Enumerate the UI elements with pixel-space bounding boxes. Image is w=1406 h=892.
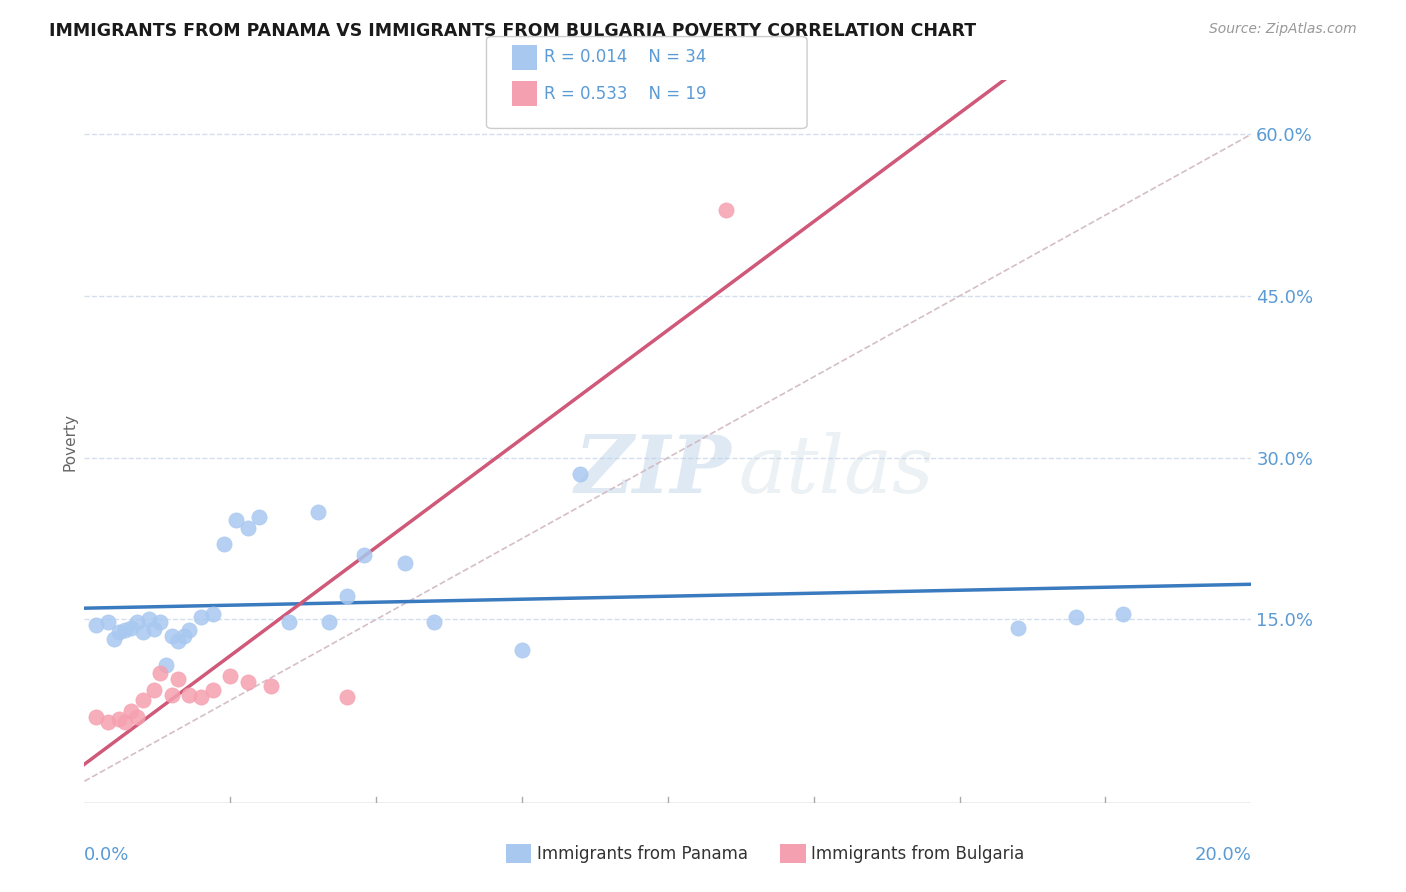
Point [569,467,592,481]
Point [249,510,271,524]
Point [114,624,136,638]
Point [190,690,212,705]
Point [125,615,148,629]
Point [394,557,416,571]
Point [190,610,212,624]
Text: 0.0%: 0.0% [84,847,129,864]
Point [318,615,340,629]
Point [97,615,120,629]
Text: 20.0%: 20.0% [1195,847,1251,864]
Point [97,714,120,729]
Point [336,589,359,603]
Point [201,682,224,697]
Point [125,709,148,723]
Point [201,607,224,621]
Point [160,629,183,643]
Point [716,202,738,217]
Text: atlas: atlas [738,432,934,509]
Text: ZIP: ZIP [575,432,731,509]
Y-axis label: Poverty: Poverty [62,412,77,471]
Point [166,672,188,686]
Point [120,621,142,635]
Text: R = 0.014    N = 34: R = 0.014 N = 34 [544,48,706,66]
Text: Source: ZipAtlas.com: Source: ZipAtlas.com [1209,22,1357,37]
Point [236,521,259,535]
Point [173,629,195,643]
Point [353,548,375,562]
Point [84,618,107,632]
Point [423,615,446,629]
Point [149,615,172,629]
Point [510,642,533,657]
Point [120,704,142,718]
Text: Immigrants from Bulgaria: Immigrants from Bulgaria [811,845,1025,863]
Point [143,682,166,697]
Point [214,537,236,551]
Point [155,657,177,672]
Point [179,624,201,638]
Point [277,615,299,629]
Point [108,625,131,640]
Point [132,625,155,640]
Point [160,688,183,702]
Point [236,675,259,690]
Text: Immigrants from Panama: Immigrants from Panama [537,845,748,863]
Point [1112,607,1135,621]
Point [143,622,166,636]
Point [114,714,136,729]
Point [138,612,160,626]
Text: R = 0.533    N = 19: R = 0.533 N = 19 [544,85,707,103]
Point [179,688,201,702]
Text: IMMIGRANTS FROM PANAMA VS IMMIGRANTS FROM BULGARIA POVERTY CORRELATION CHART: IMMIGRANTS FROM PANAMA VS IMMIGRANTS FRO… [49,22,976,40]
Point [103,632,125,646]
Point [84,709,107,723]
Point [336,690,359,705]
Point [108,712,131,726]
Point [1066,610,1088,624]
Point [1007,621,1029,635]
Point [260,679,283,693]
Point [307,505,329,519]
Point [149,666,172,681]
Point [225,513,247,527]
Point [132,693,155,707]
Point [219,668,242,682]
Point [166,634,188,648]
